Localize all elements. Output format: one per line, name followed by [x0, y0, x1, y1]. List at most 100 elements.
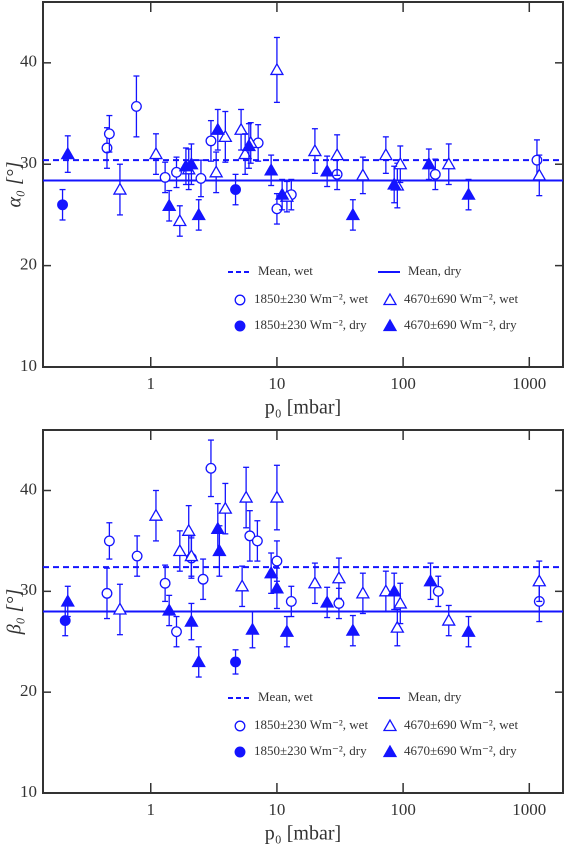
data-point [57, 199, 68, 211]
x-axis-label: p₀ [mbar] [265, 397, 341, 419]
data-point [432, 585, 444, 597]
data-point [264, 162, 279, 176]
data-point [159, 577, 171, 589]
x-axis-label: p₀ [mbar] [265, 823, 341, 845]
data-point [271, 555, 283, 567]
legend-label: 1850±230 Wm⁻², dry [254, 743, 367, 758]
y-tick-label: 30 [20, 153, 37, 172]
data-point [378, 147, 393, 161]
data-point [532, 168, 547, 181]
data-point [423, 573, 438, 587]
data-point [307, 143, 323, 157]
data-point [212, 543, 227, 557]
data-point [390, 620, 405, 633]
data-point [233, 122, 249, 135]
legend-marker [234, 720, 246, 732]
x-tick-label: 1 [146, 800, 155, 819]
y-tick-label: 30 [20, 580, 37, 599]
data-point [238, 146, 253, 160]
data-point [230, 656, 241, 668]
legend-marker [382, 744, 398, 758]
legend-label: 4670±690 Wm⁻², wet [404, 717, 518, 732]
data-point [197, 573, 209, 585]
data-point [210, 122, 225, 135]
legend-marker [382, 292, 398, 306]
legend-label: 4670±690 Wm⁻², dry [404, 743, 517, 758]
legend-label: Mean, wet [258, 689, 313, 704]
data-point [191, 207, 206, 221]
data-point [184, 614, 199, 627]
data-point [441, 156, 456, 170]
data-point [461, 187, 476, 200]
legend-label: 4670±690 Wm⁻², dry [404, 317, 517, 332]
legend-marker [234, 320, 246, 332]
legend-label: Mean, dry [408, 263, 462, 278]
data-point [244, 530, 256, 542]
data-point [279, 624, 295, 637]
data-point [130, 100, 142, 112]
plot-frame [42, 1, 564, 368]
data-point [269, 62, 285, 76]
legend-marker [234, 746, 246, 758]
data-point [218, 129, 233, 142]
data-point [205, 135, 217, 147]
data-point [59, 615, 71, 627]
data-point [101, 142, 113, 154]
legend-label: 4670±690 Wm⁻², wet [404, 291, 518, 306]
data-point [172, 213, 187, 227]
data-point [355, 586, 371, 599]
data-point [148, 146, 164, 160]
y-axis-label: β₀ [°] [4, 589, 26, 635]
data-point [355, 168, 371, 181]
y-tick-label: 40 [20, 52, 37, 71]
data-point [330, 147, 345, 161]
data-point [393, 156, 408, 170]
data-point [184, 156, 199, 170]
data-point [230, 184, 241, 196]
y-tick-label: 10 [20, 782, 37, 801]
x-tick-label: 1000 [512, 374, 546, 393]
data-point [331, 570, 347, 584]
x-tick-label: 10 [268, 800, 285, 819]
x-tick-label: 100 [390, 374, 416, 393]
data-point [171, 626, 182, 638]
data-point [172, 543, 187, 557]
y-tick-label: 20 [20, 681, 37, 700]
data-point [60, 146, 75, 160]
y-tick-label: 20 [20, 255, 37, 274]
data-point [159, 171, 171, 183]
data-point [171, 166, 182, 178]
data-point [148, 508, 164, 521]
data-point [531, 154, 543, 166]
legend-label: 1850±230 Wm⁻², wet [254, 291, 368, 306]
legend-label: Mean, wet [258, 263, 313, 278]
data-point [131, 550, 143, 562]
data-point [461, 624, 476, 637]
data-point [162, 603, 177, 616]
data-point [101, 587, 113, 599]
data-point [205, 462, 217, 474]
data-point [264, 565, 279, 579]
x-tick-label: 1000 [512, 800, 546, 819]
data-point [387, 584, 402, 597]
data-point [251, 535, 263, 547]
data-point [209, 165, 224, 178]
legend-marker [382, 318, 398, 332]
data-point [245, 622, 260, 635]
data-point [162, 198, 177, 211]
data-point [333, 597, 345, 609]
legend-label: Mean, dry [408, 689, 462, 704]
data-point [378, 584, 393, 597]
data-point [271, 203, 283, 215]
data-point [239, 490, 254, 503]
data-point [103, 128, 115, 140]
data-point [218, 501, 233, 514]
y-tick-label: 10 [20, 356, 37, 375]
x-tick-label: 1 [146, 374, 155, 393]
data-point [181, 523, 196, 536]
data-point [275, 187, 290, 200]
y-axis-label: α₀ [°] [4, 161, 26, 207]
data-point [184, 548, 199, 562]
data-point [235, 578, 250, 592]
data-point [241, 138, 257, 152]
